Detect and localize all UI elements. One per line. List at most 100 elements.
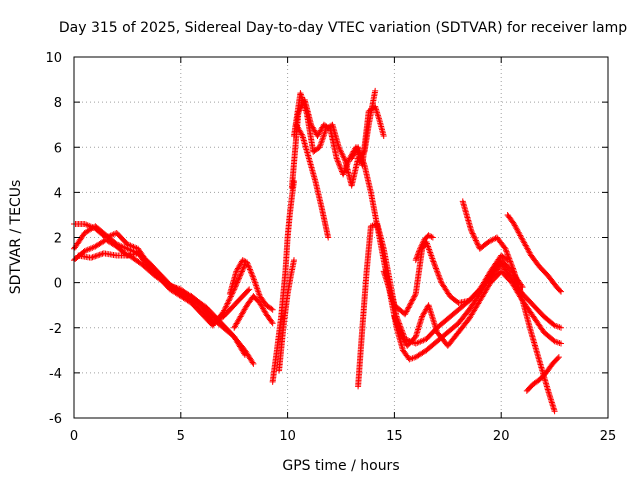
series-track-4 [75,250,257,367]
data-point [555,354,562,361]
series-track-5 [226,257,276,313]
data-point [509,264,516,271]
data-point [325,234,332,241]
data-point [269,306,276,313]
data-point [507,259,514,266]
data-point [434,268,441,275]
data-point [291,257,298,264]
data-point [268,305,275,312]
data-point [468,227,475,234]
data-point [505,252,512,259]
y-tick-label: 4 [54,186,62,201]
data-point [431,261,438,268]
data-point [237,272,244,279]
data-point [90,253,97,260]
data-point [558,324,565,331]
data-point [436,275,443,282]
y-tick-label: -4 [49,367,62,382]
data-point [248,269,255,276]
x-tick-label: 5 [177,429,185,444]
data-point [437,276,444,283]
tick-labels: 0 5 10 15 20 25 -6 -4 -2 0 2 4 6 8 10 [45,51,616,444]
data-point [249,273,256,280]
chart-title: Day 315 of 2025, Sidereal Day-to-day VTE… [59,20,627,36]
y-tick-label: 2 [54,232,62,247]
data-point [402,311,409,318]
data-point [504,251,511,258]
data-point [333,155,340,162]
data-point [163,280,170,287]
data-point [509,265,516,272]
data-point [474,240,481,247]
y-tick-label: -2 [49,322,62,337]
series-track-19 [523,354,562,394]
series-track-7 [269,178,298,385]
data-point [402,309,409,316]
data-point [246,265,253,272]
data-point [221,307,228,314]
data-point [407,300,414,307]
data-point [95,252,102,259]
x-tick-label: 20 [493,429,510,444]
data-point [222,304,229,311]
data-point [554,355,561,362]
data-point [93,252,100,259]
data-point [558,340,565,347]
data-point [98,251,105,258]
data-point [433,265,440,272]
data-point [246,266,253,273]
data-point [334,156,341,163]
data-point [234,278,241,285]
series-track-6 [231,293,276,331]
data-point [166,282,173,289]
y-tick-label: 0 [54,277,62,292]
data-point [248,270,255,277]
data-point [244,260,251,267]
series-track-17 [459,198,558,415]
x-tick-label: 10 [279,429,296,444]
data-point [237,271,244,278]
data-point [250,360,257,367]
data-point [172,284,179,291]
data-point [380,132,387,139]
data-point [244,259,251,266]
data-point [238,268,245,275]
data-point [501,244,508,251]
data-point [246,286,253,293]
data-point [430,258,437,265]
x-tick-label: 0 [70,429,78,444]
data-point [173,284,180,291]
data-point [235,275,242,282]
data-point [473,238,480,245]
data-point [508,262,515,269]
data-point [88,254,95,261]
data-point [240,265,247,272]
y-tick-label: 10 [45,51,62,66]
y-tick-label: 8 [54,96,62,111]
data-point [508,261,515,268]
series-track-11 [293,121,332,241]
x-axis-label: GPS time / hours [282,458,399,474]
data-point [472,237,479,244]
data-point [92,253,99,260]
data-point [468,229,475,236]
data-point [223,303,230,310]
data-point [96,251,103,258]
axis-ticks [73,56,609,419]
data-point [169,283,176,290]
data-point [164,281,171,288]
data-point [414,251,421,258]
data-point [334,158,341,165]
data-point [220,308,227,315]
x-tick-label: 25 [600,429,617,444]
data-point [238,269,245,276]
data-point [413,255,420,262]
data-point [470,233,477,240]
data-point [434,269,441,276]
data-point [167,282,174,289]
x-tick-label: 15 [386,429,403,444]
data-point [340,171,347,178]
data-point [176,285,183,292]
